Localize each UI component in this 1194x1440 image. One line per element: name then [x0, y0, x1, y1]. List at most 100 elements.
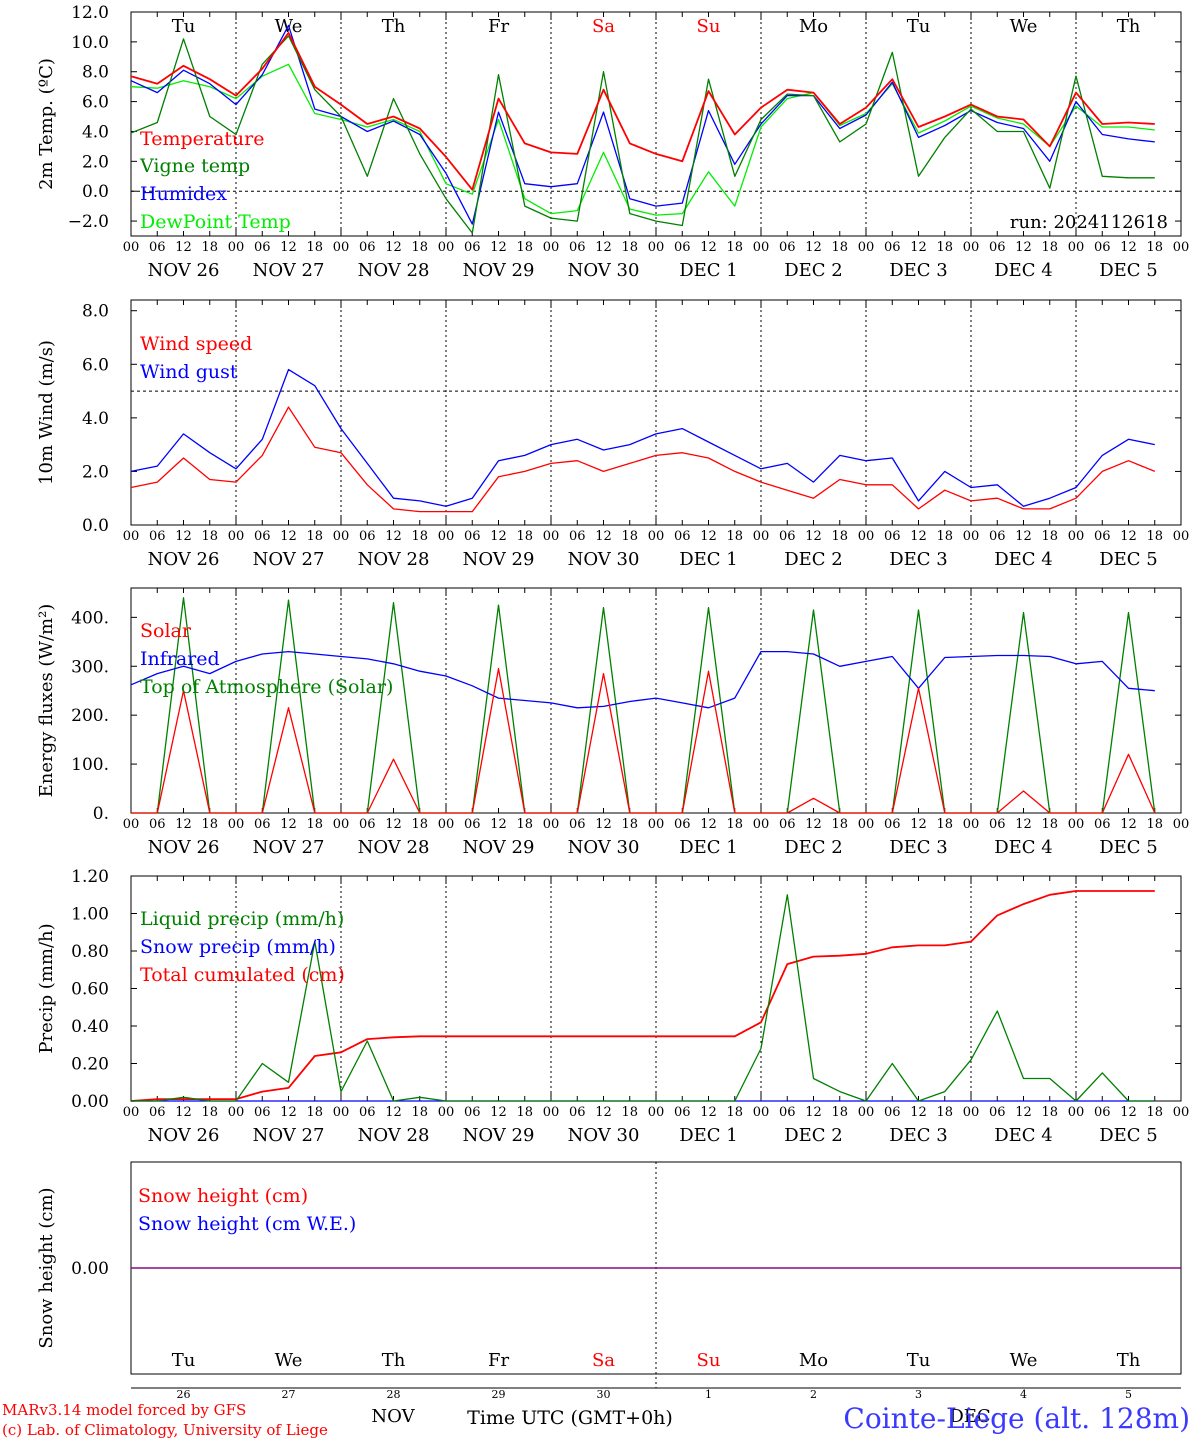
hour-tick-label: 06 — [569, 1105, 586, 1120]
weekday-label: We — [1010, 1350, 1038, 1371]
hour-tick-label: 18 — [831, 1105, 848, 1120]
y-tick-label: 8.0 — [82, 63, 109, 83]
date-label: NOV 30 — [568, 260, 640, 281]
hour-tick-label: 00 — [543, 529, 560, 544]
hour-tick-label: 06 — [359, 1105, 376, 1120]
date-label: NOV 30 — [568, 1125, 640, 1146]
hour-tick-label: 18 — [201, 529, 218, 544]
weekday-label: Th — [1117, 16, 1141, 37]
hour-tick-label: 06 — [149, 1105, 166, 1120]
hour-tick-label: 12 — [490, 1105, 507, 1120]
hour-tick-label: 00 — [963, 1105, 980, 1120]
hour-tick-label: 18 — [201, 817, 218, 832]
y-axis-label: 10m Wind (m/s) — [36, 340, 57, 485]
hour-tick-label: 00 — [333, 529, 350, 544]
y-tick-label: 0.0 — [82, 516, 109, 536]
date-label: DEC 3 — [889, 837, 948, 858]
hour-tick-label: 00 — [543, 240, 560, 255]
hour-tick-label: 06 — [359, 817, 376, 832]
series-line — [130, 24, 1155, 225]
y-tick-label: 0.40 — [71, 1017, 109, 1037]
series-line — [130, 35, 1155, 234]
date-label: DEC 3 — [889, 1125, 948, 1146]
date-label: DEC 4 — [994, 549, 1053, 570]
series-line — [131, 894, 1155, 1102]
hour-tick-label: 18 — [831, 817, 848, 832]
hour-tick-label: 12 — [595, 1105, 612, 1120]
hour-tick-label: 12 — [280, 1105, 297, 1120]
hour-tick-label: 12 — [490, 817, 507, 832]
hour-tick-label: 12 — [1120, 1105, 1137, 1120]
y-tick-label: 0. — [93, 804, 109, 824]
hour-tick-label: 00 — [543, 1105, 560, 1120]
series-line — [131, 597, 1156, 814]
hour-tick-label: 12 — [175, 1105, 192, 1120]
date-label: DEC 5 — [1099, 549, 1158, 570]
hour-tick-label: 12 — [280, 529, 297, 544]
y-tick-label: 0.0 — [82, 182, 109, 202]
hour-tick-label: 12 — [910, 240, 927, 255]
date-label: NOV 26 — [148, 549, 220, 570]
date-label: NOV 28 — [358, 549, 430, 570]
date-label: DEC 1 — [679, 837, 738, 858]
hour-tick-label: 00 — [753, 1105, 770, 1120]
day-number-label: 27 — [282, 1388, 296, 1401]
legend-entry: Wind speed — [140, 333, 252, 355]
y-tick-label: 400. — [71, 608, 109, 628]
panel-5: 0.00 Snow height (cm) Tu 26 We 27 Th 28 Fr 29 Sa 30… — [36, 1161, 1182, 1401]
y-axis-label: Snow height (cm) — [36, 1187, 57, 1348]
hour-tick-label: 12 — [1120, 240, 1137, 255]
hour-tick-label: 00 — [963, 240, 980, 255]
date-label: NOV 27 — [253, 549, 325, 570]
series-line — [131, 668, 1156, 814]
hour-tick-label: 06 — [674, 1105, 691, 1120]
hour-tick-label: 18 — [411, 529, 428, 544]
hour-tick-label: 18 — [1146, 240, 1163, 255]
weekday-label: Mo — [799, 1350, 828, 1371]
date-label: DEC 3 — [889, 260, 948, 281]
panels: 12.010.08.06.04.02.00.0−2.02m Temp. (ºC)… — [36, 3, 1189, 1401]
hour-tick-label: 06 — [254, 1105, 271, 1120]
date-label: DEC 5 — [1099, 837, 1158, 858]
hour-tick-label: 00 — [228, 1105, 245, 1120]
hour-tick-label: 18 — [1041, 1105, 1058, 1120]
hour-tick-label: 12 — [385, 529, 402, 544]
hour-tick-label: 06 — [149, 529, 166, 544]
hour-tick-label: 00 — [438, 240, 455, 255]
hour-tick-label: 00 — [1068, 1105, 1085, 1120]
legend-entry: Liquid precip (mm/h) — [140, 908, 344, 930]
hour-tick-label: 18 — [621, 1105, 638, 1120]
hour-tick-label: 18 — [516, 817, 533, 832]
date-label: NOV 26 — [148, 260, 220, 281]
day-number-label: 30 — [597, 1388, 611, 1401]
panel-1: 12.0 10.0 8.0 6.0 4.0 2.0 0.0 −2.0 2m Temp. (ºC)… — [36, 3, 1189, 281]
hour-tick-label: 00 — [228, 817, 245, 832]
y-tick-label: 8.0 — [82, 302, 109, 322]
legend-entry: Vigne temp — [139, 155, 250, 177]
footer: MARv3.14 model forced by GFS (c) Lab. of… — [2, 1401, 1190, 1439]
hour-tick-label: 18 — [306, 240, 323, 255]
weekday-label: Tu — [907, 1350, 931, 1371]
date-label: DEC 1 — [679, 549, 738, 570]
y-tick-label: 1.20 — [71, 867, 109, 887]
date-label: DEC 4 — [994, 1125, 1053, 1146]
legend-entry: Wind gust — [140, 361, 238, 383]
hour-tick-label: 00 — [1173, 240, 1190, 255]
y-tick-label: 200. — [71, 706, 109, 726]
date-label: NOV 29 — [463, 1125, 535, 1146]
series-line — [130, 890, 1155, 1102]
hour-tick-label: 00 — [1068, 529, 1085, 544]
panel-2: 8.0 6.0 4.0 2.0 0.0 10m Wind (m/s) 00 06 12 18 00 0… — [36, 299, 1189, 570]
hour-tick-label: 12 — [175, 529, 192, 544]
hour-tick-label: 06 — [674, 817, 691, 832]
hour-tick-label: 12 — [1015, 1105, 1032, 1120]
date-label: NOV 30 — [568, 549, 640, 570]
weekday-label: Tu — [907, 16, 931, 37]
hour-tick-label: 06 — [779, 1105, 796, 1120]
hour-tick-label: 00 — [963, 817, 980, 832]
weekday-label: Su — [697, 16, 721, 37]
month-label-dec: DEC — [949, 1406, 990, 1427]
hour-tick-label: 00 — [228, 240, 245, 255]
hour-tick-label: 06 — [359, 529, 376, 544]
